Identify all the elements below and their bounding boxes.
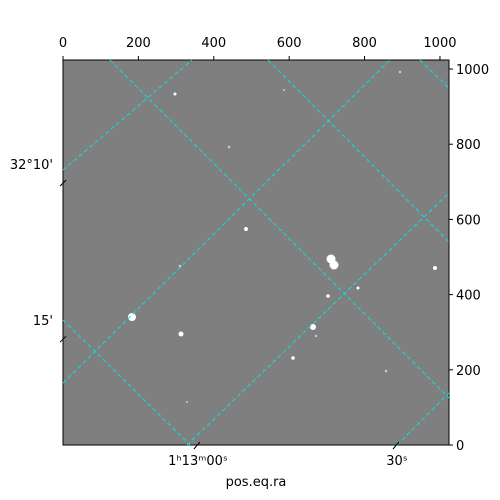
y-tick-label: 800	[456, 138, 481, 153]
ra-tick-label: 1ʰ13ᵐ00ˢ	[168, 454, 228, 469]
dec-tick-label: 15'	[33, 314, 53, 329]
ra-tick	[392, 441, 400, 450]
y-tick-label: 1000	[456, 63, 489, 78]
dec-tick	[59, 179, 67, 187]
x-tick-label: 0	[59, 36, 67, 51]
image	[62, 59, 450, 446]
coordinate-grid	[62, 59, 450, 446]
y-tick-label: 400	[456, 289, 481, 304]
x-tick-label: 600	[277, 36, 302, 51]
y-tick-label: 0	[456, 439, 464, 454]
stars	[128, 70, 437, 403]
x-axis-label: pos.eq.ra	[226, 475, 287, 490]
ra-tick-label: 30ˢ	[386, 454, 408, 469]
dec-tick	[59, 335, 67, 343]
y-tick-label: 200	[456, 364, 481, 379]
dec-tick-label: 32°10'	[10, 158, 53, 173]
x-tick-label: 800	[352, 36, 377, 51]
x-tick-label: 1000	[423, 36, 456, 51]
x-tick-label: 200	[126, 36, 151, 51]
y-tick-label: 600	[456, 213, 481, 228]
x-tick-label: 400	[201, 36, 226, 51]
ra-tick	[193, 441, 201, 450]
